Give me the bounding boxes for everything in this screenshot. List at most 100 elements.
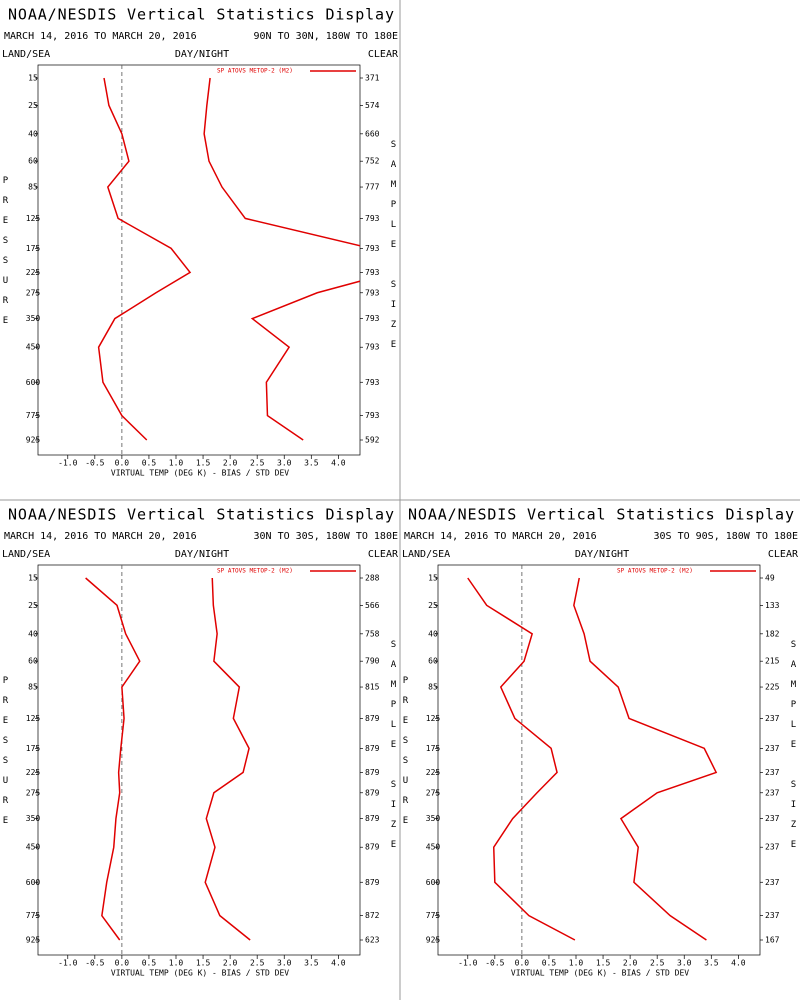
x-tick-label: 3.5 [304,459,319,468]
x-tick-label: 0.0 [115,459,130,468]
clear: CLEAR [368,549,399,560]
region: 90N TO 30N, 180W TO 180E [254,31,399,42]
pressure-label: 275 [426,788,441,797]
x-tick-label: 4.0 [331,959,346,968]
plot-frame [37,564,361,956]
sample-size: 133 [765,601,780,610]
subtitle: MARCH 14, 2016 TO MARCH 20, 2016 [4,531,197,542]
land-sea: LAND/SEA [402,549,450,560]
sample-size: 660 [365,129,380,138]
x-tick-label: -1.0 [58,459,77,468]
pressure-label: 125 [26,214,41,223]
day-night: DAY/NIGHT [175,49,229,60]
profile-line [573,577,718,941]
sample-size: 237 [765,878,780,887]
pressure-label: 225 [426,768,441,777]
pressure-label: 450 [26,343,41,352]
pressure-label: 40 [28,129,38,138]
land-sea: LAND/SEA [2,549,50,560]
x-tick-label: -1.0 [58,959,77,968]
x-tick-label: 3.0 [277,459,292,468]
sample-size: 237 [765,744,780,753]
land-sea: LAND/SEA [2,49,50,60]
pressure-label: 15 [28,74,38,83]
sample-size: 879 [365,878,380,887]
sample-size: 237 [765,714,780,723]
panel: NOAA/NESDIS Vertical Statistics Display M… [1,506,399,978]
sample-size: 879 [365,814,380,823]
x-tick-label: 3.5 [304,959,319,968]
pressure-label: 125 [26,714,41,723]
y2-axis-label: SAMPLE SIZE [389,640,399,860]
sample-size: 225 [765,683,780,692]
x-tick-label: 3.5 [704,959,719,968]
sample-size: 872 [365,911,380,920]
pressure-label: 925 [426,936,441,945]
title: NOAA/NESDIS Vertical Statistics Display [408,506,794,524]
x-tick-label: -0.5 [85,959,104,968]
pressure-label: 450 [26,843,41,852]
panel: NOAA/NESDIS Vertical Statistics Display M… [401,506,799,978]
sample-size: 49 [765,574,775,583]
pressure-label: 350 [426,814,441,823]
sample-size: 793 [365,411,380,420]
sample-size: 879 [365,768,380,777]
sample-size: 167 [765,936,780,945]
sample-size: 371 [365,74,380,83]
title: NOAA/NESDIS Vertical Statistics Display [8,6,394,24]
pressure-label: 350 [26,314,41,323]
x-tick-label: 1.5 [196,959,211,968]
title: NOAA/NESDIS Vertical Statistics Display [8,506,394,524]
subtitle: MARCH 14, 2016 TO MARCH 20, 2016 [4,31,197,42]
profile-line [203,77,360,441]
pressure-label: 450 [426,843,441,852]
subtitle: MARCH 14, 2016 TO MARCH 20, 2016 [404,531,597,542]
sample-size: 237 [765,814,780,823]
x-tick-label: 0.0 [115,959,130,968]
sample-size: 574 [365,101,380,110]
x-tick-label: -0.5 [85,459,104,468]
sample-size: 879 [365,744,380,753]
x-tick-label: 0.0 [515,959,530,968]
pressure-label: 775 [26,911,41,920]
sample-size: 815 [365,683,380,692]
sample-size: 592 [365,436,380,445]
pressure-label: 225 [26,768,41,777]
sample-size: 182 [765,629,780,638]
x-tick-label: 2.5 [250,959,265,968]
pressure-label: 275 [26,288,41,297]
x-tick-label: 4.0 [331,459,346,468]
x-axis-label: VIRTUAL TEMP (DEG K) - BIAS / STD DEV [111,969,289,978]
sample-size: 793 [365,268,380,277]
sample-size: 879 [365,843,380,852]
x-tick-label: 1.0 [169,459,184,468]
x-tick-label: -0.5 [485,959,504,968]
x-tick-label: 2.5 [250,459,265,468]
pressure-label: 600 [426,878,441,887]
pressure-label: 600 [26,878,41,887]
plot-frame [37,64,361,456]
sample-size: 879 [365,714,380,723]
legend-label: SP ATOVS METOP-2 (M2) [217,568,293,575]
x-tick-label: 3.0 [277,959,292,968]
clear: CLEAR [368,49,399,60]
sample-size: 237 [765,788,780,797]
sample-size: 879 [365,788,380,797]
profile-line [204,577,251,941]
pressure-label: 15 [428,574,438,583]
sample-size: 777 [365,183,380,192]
pressure-label: 60 [28,157,38,166]
region: 30N TO 30S, 180W TO 180E [254,531,399,542]
sample-size: 237 [765,911,780,920]
y-axis-label: PRESSURE [1,676,11,836]
pressure-label: 275 [26,788,41,797]
x-tick-label: 1.5 [596,959,611,968]
pressure-label: 600 [26,378,41,387]
pressure-label: 125 [426,714,441,723]
x-tick-label: 4.0 [731,959,746,968]
sample-size: 237 [765,843,780,852]
sample-size: 793 [365,378,380,387]
x-tick-label: 2.5 [650,959,665,968]
x-tick-label: 2.0 [623,959,638,968]
